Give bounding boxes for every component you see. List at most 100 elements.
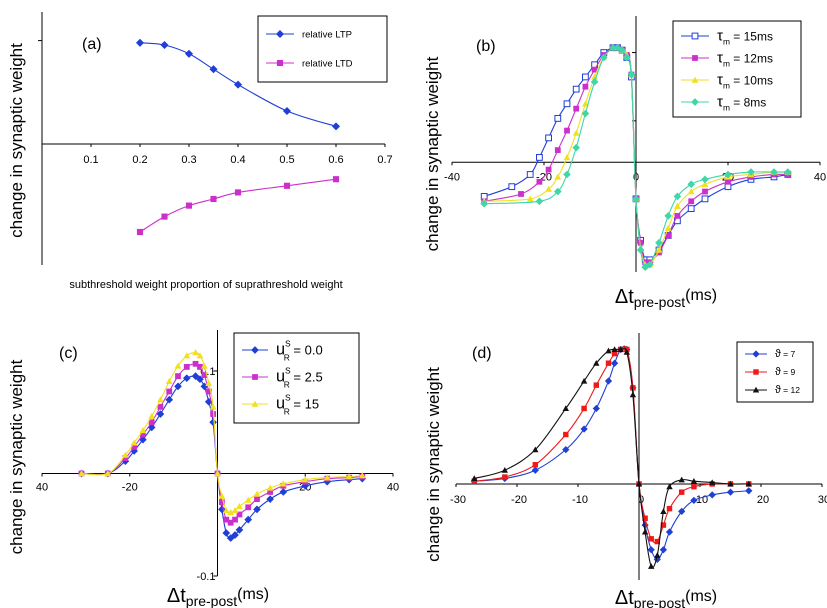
- x-axis-label: Δtpre-post(ms): [615, 286, 717, 310]
- data-point: [157, 403, 164, 410]
- legend-text: ϑ = 12: [775, 384, 800, 396]
- legend-subscript: m: [723, 80, 730, 90]
- y-axis-label: change in synaptic weight: [7, 43, 26, 238]
- data-point: [664, 212, 673, 220]
- data-point: [690, 478, 698, 484]
- panel-label: (b): [476, 38, 496, 55]
- legend-subscript: R: [284, 380, 290, 390]
- data-point: [572, 85, 580, 93]
- x-tick-label: 40: [36, 482, 48, 494]
- data-point: [562, 446, 570, 454]
- data-point: [660, 522, 667, 528]
- data-point: [508, 183, 516, 191]
- data-point: [659, 546, 668, 554]
- legend-subscript: R: [284, 407, 290, 417]
- data-point: [783, 168, 792, 176]
- data-point: [635, 480, 643, 487]
- legend-entry: ϑ = 12: [745, 384, 800, 396]
- data-point: [582, 73, 589, 81]
- data-point: [267, 489, 274, 495]
- data-series: [471, 345, 752, 545]
- legend-label: relative LTP: [302, 29, 352, 40]
- data-point: [709, 479, 716, 486]
- panel-label: (d): [472, 345, 492, 362]
- data-point: [687, 180, 696, 189]
- data-point: [592, 404, 600, 413]
- legend-superscript: S: [285, 393, 291, 403]
- data-point: [727, 480, 734, 487]
- data-point: [654, 552, 661, 558]
- data-point: [564, 127, 570, 134]
- legend-superscript: S: [285, 339, 291, 349]
- data-point: [531, 466, 539, 474]
- data-point: [747, 168, 755, 176]
- data-point: [673, 192, 682, 201]
- data-point: [545, 166, 552, 173]
- legend-value: = 12ms: [730, 51, 773, 65]
- data-point: [572, 143, 581, 152]
- data-point: [501, 467, 508, 473]
- legend-value: = 9: [781, 367, 796, 377]
- x-tick-label: 20: [757, 494, 769, 506]
- legend-entry: uS R = 0.0: [242, 339, 323, 363]
- legend-symbol: τ: [717, 93, 723, 110]
- data-point: [535, 197, 544, 206]
- data-point: [653, 555, 661, 564]
- data-point: [196, 375, 204, 384]
- x-tick-label: 30: [818, 494, 827, 506]
- data-point: [701, 180, 709, 187]
- data-series: [135, 38, 341, 131]
- data-point: [637, 239, 644, 246]
- x-tick-label: 0.6: [328, 154, 343, 166]
- x-label-unit: (ms): [685, 287, 717, 304]
- data-point: [235, 526, 244, 534]
- data-point: [227, 519, 234, 526]
- data-point: [582, 83, 589, 90]
- data-point: [183, 364, 190, 370]
- data-point: [345, 473, 353, 480]
- data-point: [282, 106, 292, 116]
- data-point: [175, 373, 181, 380]
- legend-marker: [252, 374, 258, 380]
- data-point: [647, 546, 655, 554]
- legend-label: relative LTD: [302, 58, 353, 69]
- data-point: [136, 228, 144, 236]
- data-point: [192, 360, 199, 367]
- data-point: [745, 480, 752, 487]
- data-point: [502, 474, 508, 480]
- legend-symbol: u: [276, 341, 285, 359]
- data-point: [161, 213, 168, 220]
- data-point: [554, 115, 562, 122]
- data-point: [233, 80, 243, 89]
- data-point: [254, 496, 260, 503]
- data-point: [236, 511, 243, 518]
- legend-value: = 0.0: [290, 343, 323, 358]
- data-point: [674, 202, 681, 209]
- series-line: [474, 345, 749, 560]
- data-point: [573, 105, 580, 112]
- data-point: [688, 198, 695, 205]
- legend-text: ϑ = 9: [775, 366, 795, 378]
- data-point: [157, 396, 164, 403]
- x-tick-label: 40: [814, 171, 826, 183]
- x-tick-label: -20: [511, 494, 527, 506]
- data-point: [581, 109, 590, 118]
- data-point: [536, 154, 543, 161]
- x-tick-label: 0: [633, 171, 639, 183]
- data-point: [666, 483, 673, 490]
- data-point: [678, 476, 685, 483]
- data-point: [218, 492, 226, 499]
- data-point: [166, 388, 173, 395]
- legend-text: τm = 8ms: [717, 93, 766, 112]
- data-series: [480, 43, 792, 271]
- x-tick-label: 0.3: [181, 154, 196, 166]
- data-point: [226, 534, 235, 542]
- legend-symbol: ϑ: [775, 366, 781, 378]
- data-point: [665, 528, 674, 536]
- panel-label: (c): [59, 345, 78, 362]
- x-axis-label: subthreshold weight proportion of suprat…: [69, 279, 342, 291]
- data-point: [471, 475, 478, 482]
- data-point: [618, 46, 627, 54]
